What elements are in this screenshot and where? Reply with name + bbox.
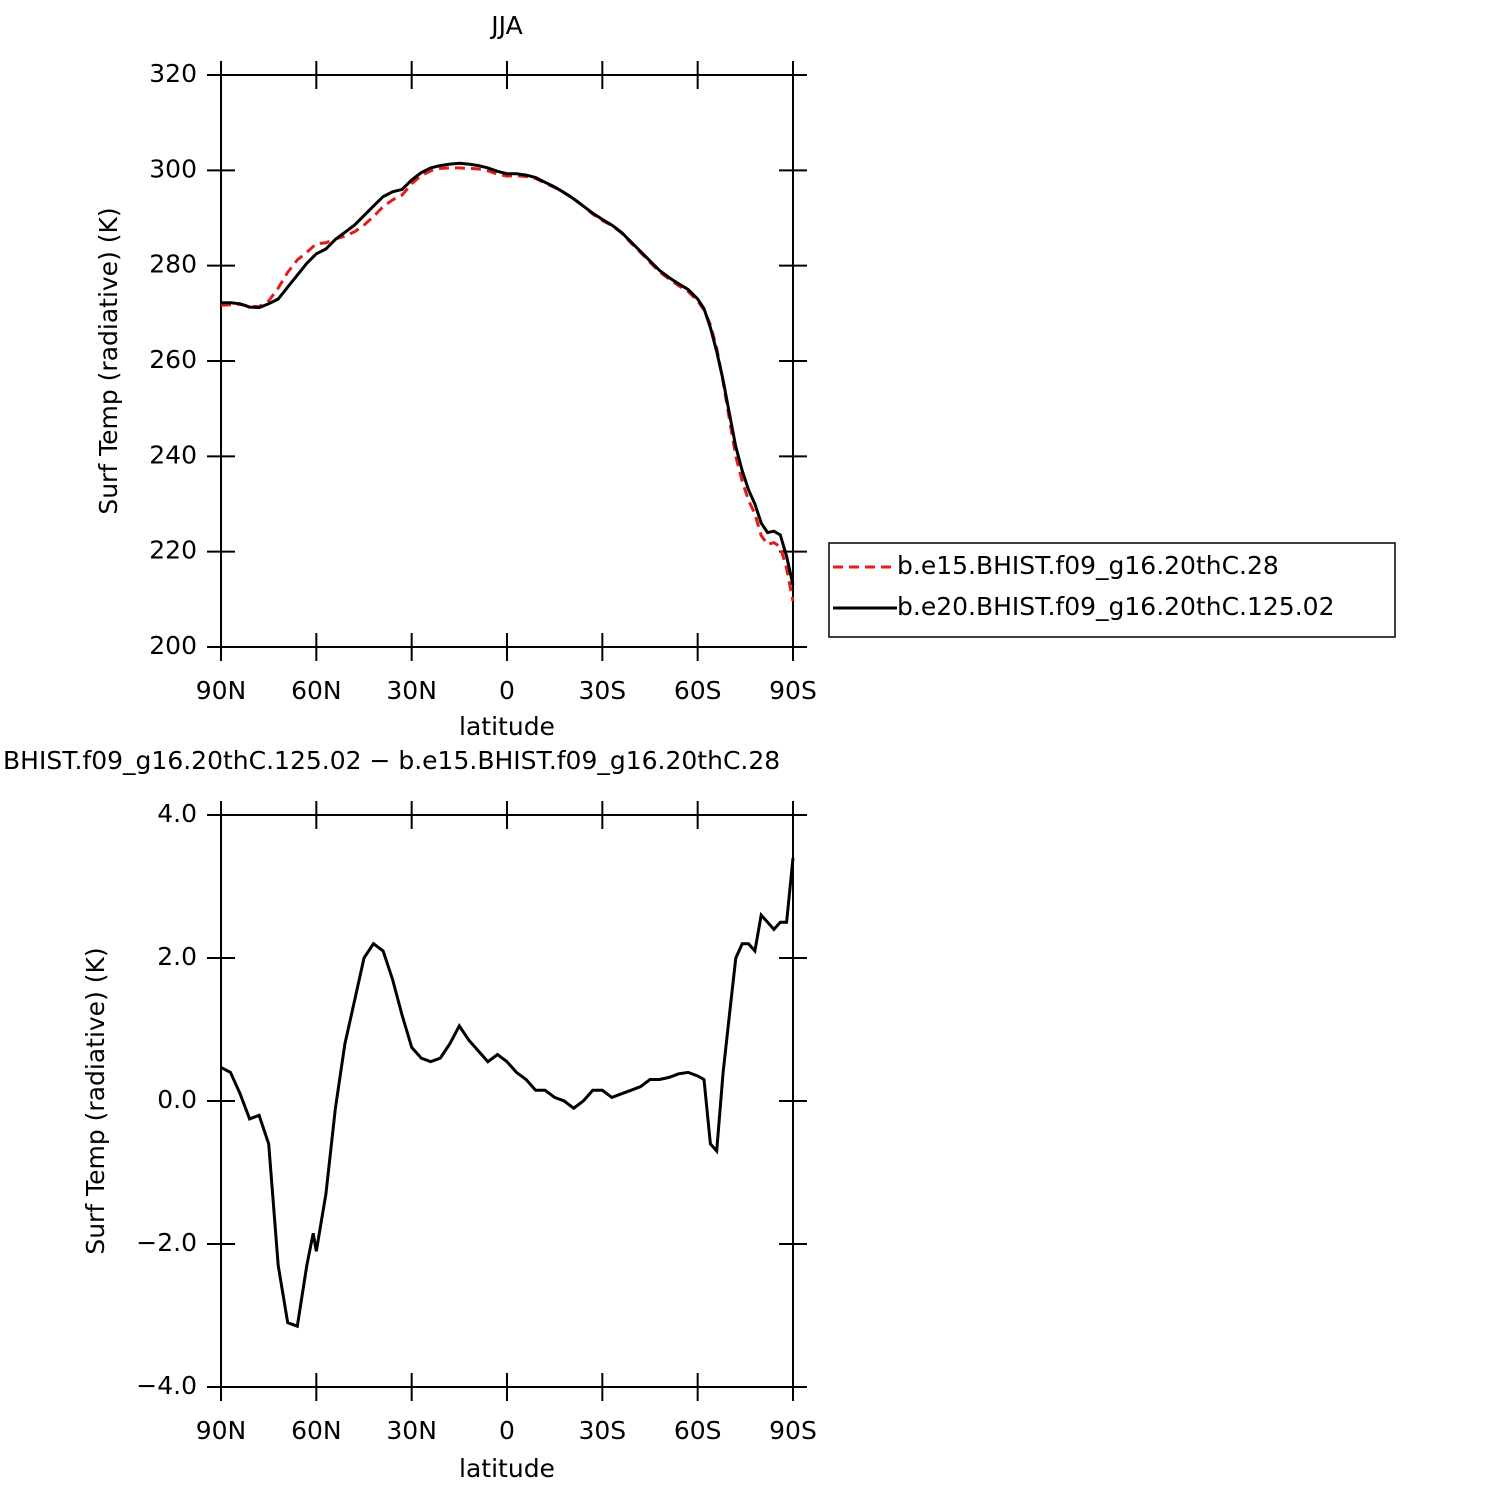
x-tick-label: 30N: [386, 1416, 437, 1445]
x-tick-label: 30S: [578, 676, 626, 705]
y-tick-label: 220: [149, 536, 197, 565]
series-line: [220, 166, 795, 602]
y-axis-label: Surf Temp (radiative) (K): [81, 947, 110, 1254]
x-axis-label: latitude: [459, 1454, 555, 1483]
y-tick-label: 280: [149, 250, 197, 279]
x-tick-label: 0: [499, 1416, 515, 1445]
y-axis-label: Surf Temp (radiative) (K): [94, 207, 123, 514]
x-tick-label: 60N: [291, 1416, 342, 1445]
y-tick-label: −4.0: [136, 1371, 197, 1400]
x-tick-label: 90N: [196, 1416, 247, 1445]
series-line: [221, 161, 795, 586]
x-tick-label: 60N: [291, 676, 342, 705]
plot-frame: [220, 74, 794, 648]
y-tick-label: 260: [149, 345, 197, 374]
legend-label: b.e20.BHIST.f09_g16.20thC.125.02: [897, 592, 1334, 621]
y-tick-label: 200: [149, 631, 197, 660]
y-tick-label: 320: [149, 59, 197, 88]
x-tick-label: 90N: [196, 676, 247, 705]
x-tick-label: 60S: [674, 676, 722, 705]
plot-frame: [220, 814, 794, 1388]
x-tick-label: 0: [499, 676, 515, 705]
legend-label: b.e15.BHIST.f09_g16.20thC.28: [897, 551, 1279, 580]
y-tick-label: 240: [149, 440, 197, 469]
chart-title: BHIST.f09_g16.20thC.125.02 − b.e15.BHIST…: [3, 746, 780, 775]
x-tick-label: 30N: [386, 676, 437, 705]
y-tick-label: 4.0: [157, 799, 197, 828]
y-tick-label: −2.0: [136, 1228, 197, 1257]
y-tick-label: 2.0: [157, 942, 197, 971]
legend-box: [828, 542, 1396, 638]
x-tick-label: 60S: [674, 1416, 722, 1445]
chart-title: JJA: [489, 11, 522, 40]
series-line: [220, 857, 795, 1329]
x-tick-label: 90S: [769, 1416, 817, 1445]
x-axis-label: latitude: [459, 712, 555, 741]
y-tick-label: 0.0: [157, 1085, 197, 1114]
x-tick-label: 30S: [578, 1416, 626, 1445]
x-tick-label: 90S: [769, 676, 817, 705]
y-tick-label: 300: [149, 154, 197, 183]
